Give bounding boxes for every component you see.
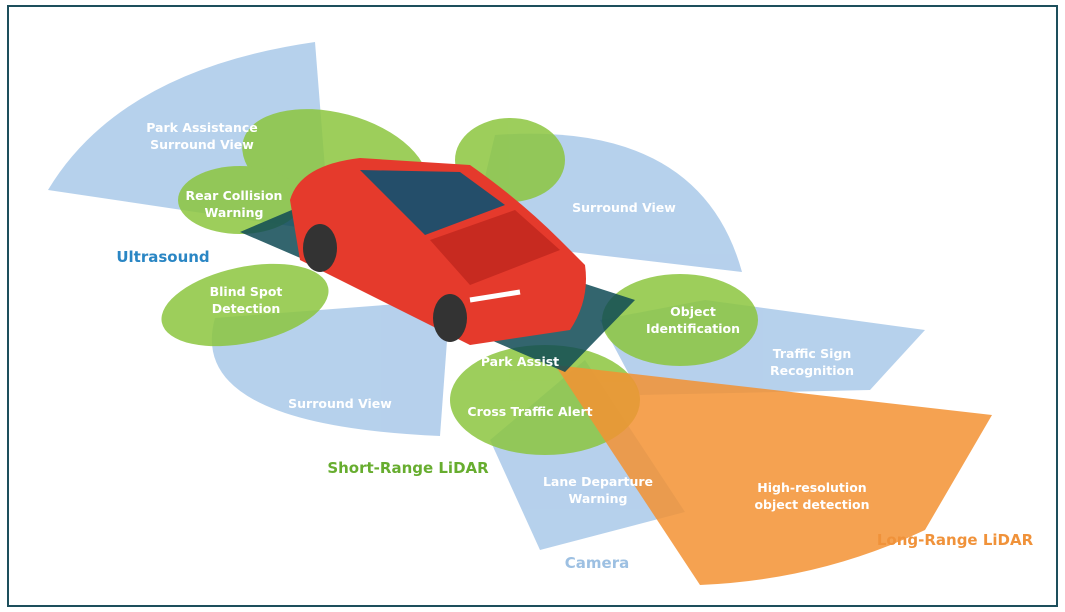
zone-label: Park Assist bbox=[481, 354, 559, 369]
zone-label: Blind Spot Detection bbox=[210, 284, 283, 316]
zone-label: High-resolution object detection bbox=[754, 480, 869, 512]
zone-label: Object Identification bbox=[646, 304, 740, 336]
zone-label: Surround View bbox=[288, 396, 392, 411]
technology-label: Camera bbox=[565, 554, 629, 572]
technology-label: Ultrasound bbox=[116, 248, 209, 266]
car bbox=[290, 158, 586, 345]
zone-label: Lane Departure Warning bbox=[543, 474, 653, 506]
technology-labels: Ultrasound Short-Range LiDAR Camera Long… bbox=[116, 248, 1033, 572]
zone-label: Cross Traffic Alert bbox=[467, 404, 592, 419]
zone-label: Rear Collision Warning bbox=[186, 188, 283, 220]
zone-label: Park Assistance Surround View bbox=[146, 120, 258, 152]
zone-label: Traffic Sign Recognition bbox=[770, 346, 854, 378]
zone-label: Surround View bbox=[572, 200, 676, 215]
long-range-lidar bbox=[555, 365, 992, 585]
technology-label: Short-Range LiDAR bbox=[327, 459, 489, 477]
zone-labels: Park Assistance Surround View Rear Collis… bbox=[146, 120, 869, 512]
technology-label: Long-Range LiDAR bbox=[877, 531, 1034, 549]
